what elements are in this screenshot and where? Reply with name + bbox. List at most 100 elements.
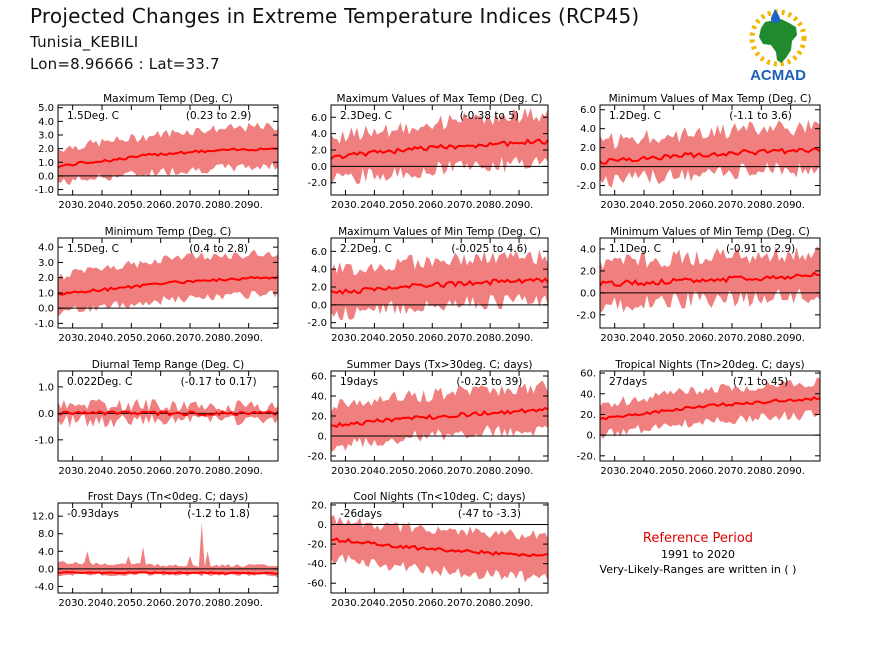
- y-tick-label: 20.: [580, 410, 596, 421]
- x-tick-label: 2070.: [176, 333, 205, 344]
- x-tick-label: 2080.: [747, 466, 776, 477]
- x-tick-label: 2080.: [747, 200, 776, 211]
- chart-title: Frost Days (Tn<0deg. C; days): [88, 491, 248, 503]
- x-tick-label: 2070.: [447, 200, 476, 211]
- x-tick-label: 2050.: [659, 466, 688, 477]
- africa-map-icon: [759, 19, 797, 63]
- y-tick-label: -2.0: [576, 310, 596, 321]
- y-tick-label: -1.0: [34, 185, 54, 196]
- x-tick-label: 2070.: [176, 200, 205, 211]
- x-tick-label: 2030.: [58, 200, 87, 211]
- x-tick-label: 2050.: [117, 333, 146, 344]
- x-tick-label: 2070.: [718, 466, 747, 477]
- chart-summary-value: 2.3Deg. C: [340, 110, 392, 122]
- median-line: [58, 276, 278, 296]
- y-tick-label: 0.0: [311, 300, 327, 311]
- chart-summary-value: 19days: [340, 376, 378, 388]
- x-tick-label: 2080.: [205, 598, 234, 609]
- chart-summary-value: 1.5Deg. C: [67, 110, 119, 122]
- y-tick-label: 4.0: [580, 124, 596, 135]
- chart-likely-range: (-0.17 to 0.17): [181, 376, 257, 388]
- median-line: [331, 277, 548, 295]
- y-tick-label: -1.0: [34, 319, 54, 330]
- x-tick-label: 2030.: [331, 333, 360, 344]
- median-line: [58, 570, 278, 575]
- x-tick-label: 2060.: [688, 466, 717, 477]
- plot-frame: [599, 104, 821, 196]
- x-tick-label: 2030.: [331, 466, 360, 477]
- sun-rays-icon: [749, 9, 807, 67]
- x-tick-label: 2050.: [389, 598, 418, 609]
- y-tick-label: 20.: [311, 412, 327, 423]
- chart-likely-range: (-0.025 to 4.6): [451, 243, 527, 255]
- median-line: [331, 406, 548, 429]
- x-tick-label: 2040.: [630, 466, 659, 477]
- x-tick-label: 2050.: [117, 598, 146, 609]
- y-tick-label: -2.0: [307, 318, 327, 329]
- y-tick-label: 4.0: [38, 547, 54, 558]
- median-line: [331, 537, 548, 558]
- y-tick-label: 6.0: [580, 105, 596, 116]
- chart-summary-value: 0.022Deg. C: [67, 376, 132, 388]
- y-tick-label: 0.0: [311, 162, 327, 173]
- x-tick-label: 2080.: [205, 200, 234, 211]
- plot-frame: [599, 237, 821, 329]
- x-tick-label: 2080.: [205, 333, 234, 344]
- likely-range-band: [600, 377, 820, 439]
- x-tick-label: 2060.: [688, 333, 717, 344]
- y-tick-label: 6.0: [311, 113, 327, 124]
- x-tick-label: 2080.: [747, 333, 776, 344]
- chart-title: Minimum Temp (Deg. C): [105, 226, 232, 238]
- x-tick-label: 2080.: [205, 466, 234, 477]
- plot-frame: [57, 370, 279, 462]
- chart-panel-7: -1.0 0.0 1.0 2030. 2040. 2050. 2060. 2070. 2080.…: [34, 359, 279, 477]
- x-tick-label: 2030.: [600, 200, 629, 211]
- chart-likely-range: (-47 to -3.3): [458, 508, 521, 520]
- y-tick-label: 60.: [580, 369, 596, 380]
- chart-likely-range: (7.1 to 45): [733, 376, 788, 388]
- x-tick-label: 2040.: [88, 466, 117, 477]
- x-tick-label: 2080.: [476, 598, 505, 609]
- y-tick-label: 4.0: [311, 265, 327, 276]
- chart-title: Tropical Nights (Tn>20deg. C; days): [614, 359, 804, 371]
- median-line: [58, 147, 278, 169]
- x-tick-label: 2070.: [447, 598, 476, 609]
- acmad-logo: ACMAD: [749, 9, 807, 84]
- chart-panel-2: -2.0 0.0 2.0 4.0 6.0 2030. 2040. 2050. 2060. 2070…: [307, 93, 549, 211]
- y-tick-label: 4.0: [38, 117, 54, 128]
- y-tick-label: 0.: [317, 520, 327, 531]
- plot-frame: [57, 502, 279, 594]
- y-tick-label: 0.0: [38, 409, 54, 420]
- y-tick-label: -4.0: [34, 582, 54, 593]
- chart-panel-1: -1.0 0.0 1.0 2.0 3.0 4.0 5.0 2030. 2040. 2050. 206…: [34, 93, 279, 211]
- x-tick-label: 2090.: [776, 333, 805, 344]
- median-line: [600, 147, 820, 165]
- x-tick-label: 2040.: [360, 333, 389, 344]
- x-tick-label: 2090.: [505, 200, 534, 211]
- reference-period-years: 1991 to 2020: [660, 548, 736, 561]
- x-tick-label: 2060.: [418, 200, 447, 211]
- x-tick-label: 2050.: [389, 200, 418, 211]
- chart-summary-value: 1.2Deg. C: [609, 110, 661, 122]
- y-tick-label: 1.0: [38, 288, 54, 299]
- chart-summary-value: -26days: [340, 508, 382, 520]
- chart-likely-range: (0.23 to 2.9): [186, 110, 252, 122]
- x-tick-label: 2070.: [447, 466, 476, 477]
- x-tick-label: 2080.: [476, 200, 505, 211]
- y-tick-label: 2.0: [38, 144, 54, 155]
- y-tick-label: 12.0: [32, 512, 54, 523]
- y-tick-label: 0.0: [38, 564, 54, 575]
- chart-likely-range: (-0.91 to 2.9): [726, 243, 795, 255]
- x-tick-label: 2090.: [505, 466, 534, 477]
- x-tick-label: 2050.: [117, 200, 146, 211]
- y-tick-label: 2.0: [38, 273, 54, 284]
- likely-range-band: [600, 119, 820, 188]
- chart-likely-range: (-0.23 to 39): [456, 376, 522, 388]
- x-tick-label: 2090.: [234, 598, 263, 609]
- y-tick-label: 1.0: [38, 158, 54, 169]
- y-tick-label: 5.0: [38, 103, 54, 114]
- median-line: [331, 138, 548, 160]
